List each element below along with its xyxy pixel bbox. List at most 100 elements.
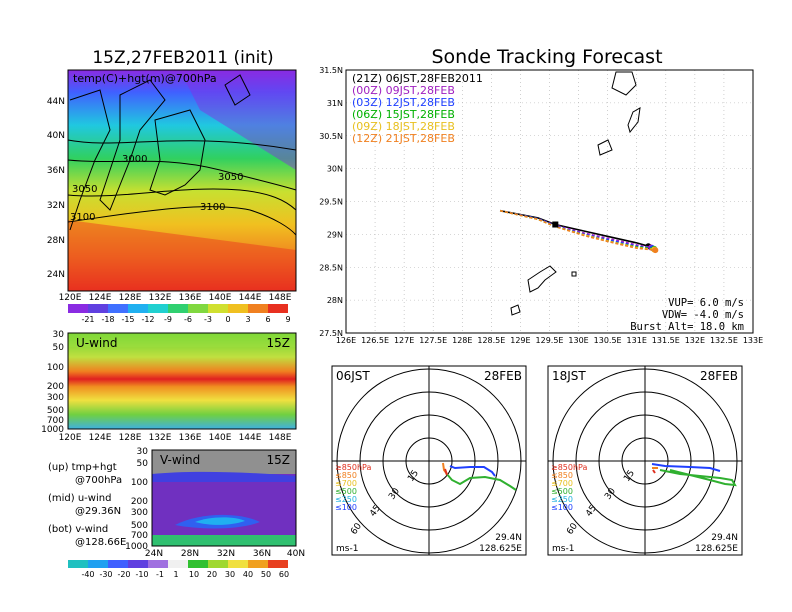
v-p-tick: 200 bbox=[131, 497, 148, 507]
map-xtick: 140E bbox=[209, 293, 232, 303]
map-label: temp(C)+hgt(m)@700hPa bbox=[73, 72, 217, 85]
u-p-tick: 100 bbox=[47, 363, 64, 373]
hodo-right-levels: ≥850hPa ≤850 ≤700 ≤500 ≤250 ≤100 bbox=[551, 463, 588, 512]
v-xtick: 28N bbox=[181, 549, 199, 559]
v-p-tick: 700 bbox=[131, 531, 148, 541]
v-xtick: 24N bbox=[145, 549, 163, 559]
vdw-param: VDW= -4.0 m/s bbox=[662, 309, 744, 321]
x-tick-label: 131.5E bbox=[652, 336, 680, 345]
wind-colorbar bbox=[68, 560, 288, 568]
u-xtick: 144E bbox=[239, 433, 262, 443]
v-wind-label: V-wind bbox=[160, 453, 200, 467]
u-xtick: 120E bbox=[59, 433, 82, 443]
burst-alt-param: Burst Alt= 18.0 km bbox=[630, 321, 744, 333]
legend-line: (mid) u-wind bbox=[48, 493, 111, 504]
level-label: ≤850 bbox=[551, 471, 573, 480]
x-tick-label: 127E bbox=[394, 336, 414, 345]
map-xtick: 128E bbox=[119, 293, 142, 303]
level-label: ≤500 bbox=[551, 487, 573, 496]
track-plot bbox=[345, 69, 754, 334]
map-xtick: 124E bbox=[89, 293, 112, 303]
u-wind-panel bbox=[67, 332, 297, 430]
hodo-left-time: 06JST bbox=[336, 369, 370, 383]
legend-line: (up) tmp+hgt bbox=[48, 462, 117, 473]
y-tick-label: 29N bbox=[327, 230, 343, 239]
map-ytick: 44N bbox=[47, 97, 65, 107]
x-tick-label: 128.5E bbox=[477, 336, 505, 345]
hodo-right-lon: 128.625E bbox=[695, 544, 738, 554]
v-xticks: 24N 28N 32N 36N 40N bbox=[145, 549, 305, 559]
track-lines bbox=[499, 209, 659, 254]
contour-label-2: 3050 bbox=[72, 184, 97, 195]
y-tick-label: 29.5N bbox=[319, 198, 343, 207]
u-xtick: 136E bbox=[179, 433, 202, 443]
track-yticks: 27.5N 28N 28.5N 29N 29.5N 30N 30.5N 31N 31.5N bbox=[319, 66, 343, 338]
level-label: ≤500 bbox=[335, 487, 357, 496]
u-p-tick: 700 bbox=[47, 416, 64, 426]
wind-cbar-label: 60 bbox=[279, 570, 289, 579]
vup-param: VUP= 6.0 m/s bbox=[668, 297, 744, 309]
track-legend: (21Z) 06JST,28FEB2011(00Z) 09JST,28FEB (0… bbox=[352, 72, 483, 145]
u-pressure-ticks: 30 50 100 200 300 500 700 1000 bbox=[41, 330, 64, 435]
x-tick-label: 131E bbox=[627, 336, 647, 345]
map-ytick: 40N bbox=[47, 131, 65, 141]
x-tick-label: 132E bbox=[685, 336, 705, 345]
temp-colorbar-labels: -21 -18 -15 -12 -9 -6 -3 0 3 6 9 bbox=[81, 315, 290, 324]
u-wind-time: 15Z bbox=[267, 336, 291, 350]
hodograph-left bbox=[331, 365, 527, 556]
wind-cbar-label: 40 bbox=[243, 570, 253, 579]
y-tick-label: 31.5N bbox=[319, 66, 343, 75]
u-xtick: 140E bbox=[209, 433, 232, 443]
v-p-tick: 30 bbox=[137, 447, 149, 457]
v-xtick: 36N bbox=[253, 549, 271, 559]
legend-entry: (09Z) 18JST,28FEB bbox=[352, 120, 455, 133]
u-p-tick: 1000 bbox=[41, 425, 64, 435]
left-title: 15Z,27FEB2011 (init) bbox=[92, 48, 273, 68]
wind-cbar-label: -1 bbox=[156, 570, 164, 579]
track-series-line bbox=[499, 209, 649, 247]
level-label: ≥850hPa bbox=[335, 463, 372, 472]
x-tick-label: 129.5E bbox=[536, 336, 564, 345]
u-p-tick: 50 bbox=[53, 343, 65, 353]
x-tick-label: 127.5E bbox=[419, 336, 447, 345]
temp-cbar-label: -3 bbox=[204, 315, 212, 324]
legend-entry: (21Z) 06JST,28FEB2011 bbox=[352, 72, 483, 85]
map-ytick: 24N bbox=[47, 270, 65, 280]
level-label: ≤700 bbox=[335, 479, 357, 488]
u-xticks: 120E 124E 128E 132E 136E 140E 144E 148E bbox=[59, 433, 292, 443]
y-tick-label: 31N bbox=[327, 99, 343, 108]
right-title: Sonde Tracking Forecast bbox=[431, 46, 662, 68]
v-p-tick: 50 bbox=[137, 459, 149, 469]
level-label: ≤100 bbox=[551, 503, 573, 512]
x-tick-label: 133E bbox=[743, 336, 763, 345]
wind-cbar-label: -10 bbox=[135, 570, 148, 579]
v-p-tick: 1000 bbox=[125, 542, 148, 552]
x-tick-label: 126.5E bbox=[361, 336, 389, 345]
wind-cbar-label: -30 bbox=[99, 570, 112, 579]
y-tick-label: 30.5N bbox=[319, 132, 343, 141]
map-xtick: 136E bbox=[179, 293, 202, 303]
u-xtick: 148E bbox=[269, 433, 292, 443]
legend-line: @700hPa bbox=[75, 475, 122, 486]
temp-cbar-label: -18 bbox=[101, 315, 114, 324]
panel-legend: (up) tmp+hgt @700hPa (mid) u-wind @29.36… bbox=[48, 462, 126, 548]
legend-entry: (00Z) 09JST,28FEB bbox=[352, 84, 455, 97]
map-xtick: 148E bbox=[269, 293, 292, 303]
burst-point bbox=[552, 221, 559, 228]
track-series-line bbox=[499, 209, 652, 249]
map-xtick: 144E bbox=[239, 293, 262, 303]
hodo-left-levels: ≥850hPa ≤850 ≤700 ≤500 ≤250 ≤100 bbox=[335, 463, 372, 512]
wind-cbar-label: 30 bbox=[225, 570, 235, 579]
v-wind-panel bbox=[151, 449, 297, 547]
u-p-tick: 500 bbox=[47, 406, 64, 416]
hodo-left-date: 28FEB bbox=[484, 369, 522, 383]
legend-line: @29.36N bbox=[75, 506, 121, 517]
temp-cbar-label: 9 bbox=[285, 315, 290, 324]
u-p-tick: 30 bbox=[53, 330, 65, 340]
level-label: ≤100 bbox=[335, 503, 357, 512]
y-tick-label: 27.5N bbox=[319, 329, 343, 338]
contour-labels: 3000 3050 3050 3100 3100 bbox=[70, 154, 243, 223]
map-ytick: 36N bbox=[47, 166, 65, 176]
x-tick-label: 130.5E bbox=[594, 336, 622, 345]
hodo-right-lat: 29.4N bbox=[711, 533, 738, 543]
